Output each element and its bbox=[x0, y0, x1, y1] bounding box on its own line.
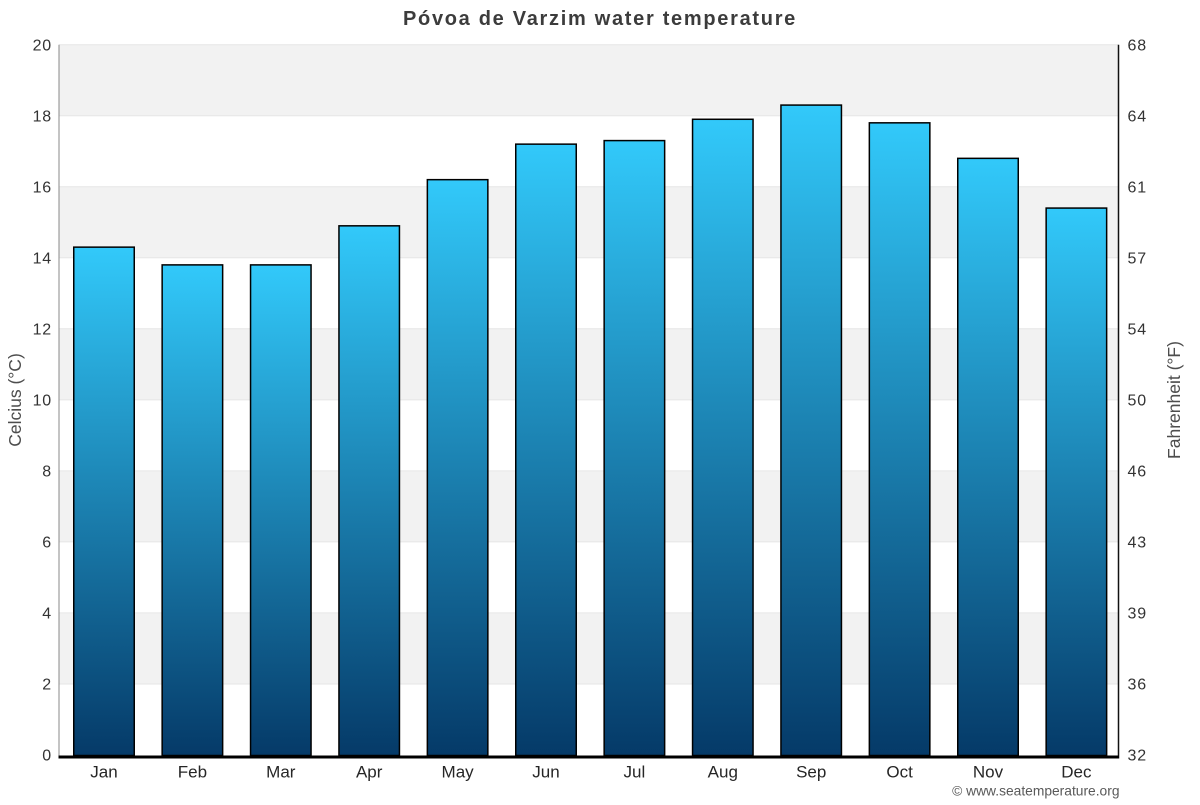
svg-text:68: 68 bbox=[1128, 37, 1147, 54]
svg-text:4: 4 bbox=[42, 606, 52, 623]
svg-text:Nov: Nov bbox=[973, 763, 1004, 782]
svg-text:Feb: Feb bbox=[178, 763, 207, 782]
svg-text:10: 10 bbox=[33, 393, 52, 410]
svg-text:Póvoa de Varzim water temperat: Póvoa de Varzim water temperature bbox=[403, 8, 797, 30]
svg-text:16: 16 bbox=[33, 179, 52, 196]
svg-text:0: 0 bbox=[42, 748, 52, 765]
svg-text:6: 6 bbox=[42, 535, 52, 552]
svg-text:Celcius (°C): Celcius (°C) bbox=[5, 353, 25, 447]
svg-text:46: 46 bbox=[1128, 464, 1147, 481]
svg-text:54: 54 bbox=[1128, 321, 1147, 338]
svg-text:Dec: Dec bbox=[1061, 763, 1092, 782]
svg-text:36: 36 bbox=[1128, 677, 1147, 694]
svg-text:Aug: Aug bbox=[708, 763, 738, 782]
svg-text:20: 20 bbox=[33, 37, 52, 54]
svg-text:Jun: Jun bbox=[532, 763, 559, 782]
svg-text:Jul: Jul bbox=[624, 763, 646, 782]
svg-text:© www.seatemperature.org: © www.seatemperature.org bbox=[952, 784, 1119, 799]
svg-text:Apr: Apr bbox=[356, 763, 383, 782]
svg-text:Sep: Sep bbox=[796, 763, 826, 782]
svg-text:39: 39 bbox=[1128, 606, 1147, 623]
svg-text:18: 18 bbox=[33, 108, 52, 125]
svg-text:57: 57 bbox=[1128, 250, 1147, 267]
svg-text:Mar: Mar bbox=[266, 763, 296, 782]
svg-text:50: 50 bbox=[1128, 393, 1147, 410]
svg-text:43: 43 bbox=[1128, 535, 1147, 552]
svg-text:2: 2 bbox=[42, 677, 52, 694]
svg-text:May: May bbox=[442, 763, 475, 782]
svg-text:Jan: Jan bbox=[90, 763, 117, 782]
svg-text:Oct: Oct bbox=[886, 763, 913, 782]
svg-text:61: 61 bbox=[1128, 179, 1147, 196]
svg-text:32: 32 bbox=[1128, 748, 1147, 765]
svg-text:8: 8 bbox=[42, 464, 52, 481]
svg-text:64: 64 bbox=[1128, 108, 1147, 125]
svg-text:Fahrenheit (°F): Fahrenheit (°F) bbox=[1164, 341, 1184, 459]
svg-text:14: 14 bbox=[33, 250, 52, 267]
svg-text:12: 12 bbox=[33, 321, 52, 338]
